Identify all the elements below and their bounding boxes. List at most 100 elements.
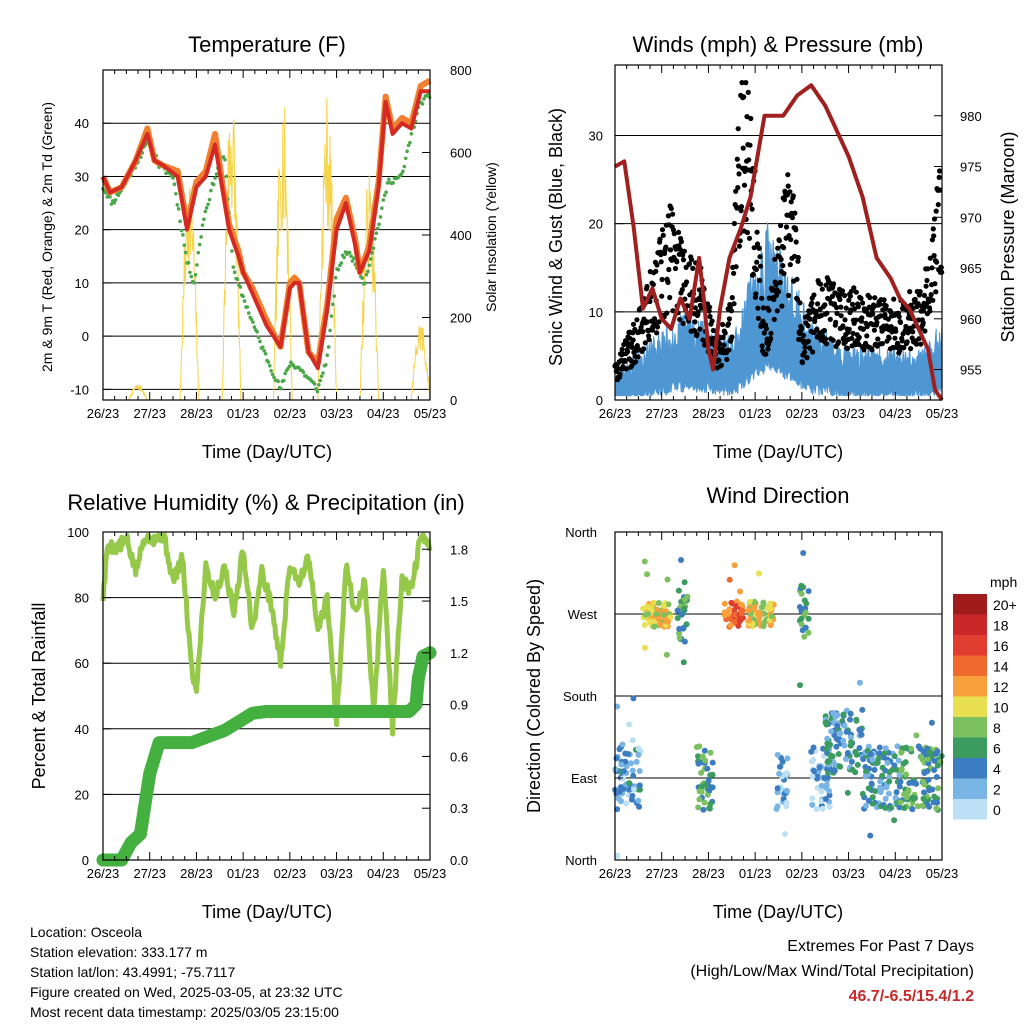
gust-point [766, 307, 772, 313]
gust-point [933, 208, 939, 214]
direction-point [879, 772, 886, 779]
direction-point [805, 615, 812, 622]
x-tick-label: 03/23 [832, 866, 865, 881]
gust-point [881, 297, 887, 303]
gust-point [931, 253, 937, 259]
direction-point [650, 599, 657, 606]
dewpoint-point [318, 378, 323, 383]
dewpoint-point [235, 277, 240, 282]
direction-point [893, 766, 900, 773]
direction-point [798, 615, 805, 622]
gust-point [869, 347, 875, 353]
direction-point [784, 755, 791, 762]
gust-point [741, 94, 747, 100]
y-tick-label: 0 [596, 393, 603, 408]
gust-point [748, 115, 754, 122]
direction-point [614, 703, 621, 710]
gust-point [908, 346, 914, 352]
dewpoint-point [263, 351, 268, 356]
gust-point [772, 256, 778, 262]
dewpoint-point [241, 294, 245, 299]
dewpoint-point [281, 378, 286, 383]
x-tick-label: 26/23 [87, 866, 120, 881]
dewpoint-point [207, 197, 212, 202]
direction-cluster [822, 679, 866, 796]
colorbar-label: 4 [993, 761, 1001, 777]
y2-tick-label: 0.6 [450, 749, 468, 764]
gust-point [874, 319, 880, 325]
direction-point [798, 590, 805, 597]
direction-point [914, 803, 921, 810]
gust-point [729, 334, 735, 340]
gust-point [659, 227, 666, 233]
gust-point [851, 285, 857, 291]
direction-point [869, 756, 876, 763]
direction-point [808, 758, 815, 765]
direction-point [636, 786, 643, 793]
direction-cluster [721, 562, 746, 630]
colorbar-swatch [953, 696, 987, 717]
direction-point [651, 623, 658, 630]
dewpoint-point [272, 375, 276, 380]
x-tick-label: 01/23 [227, 406, 260, 421]
direction-point [828, 728, 835, 735]
gust-point [646, 333, 652, 339]
temperature-2m-line [101, 89, 430, 371]
direction-point [868, 780, 875, 787]
gust-point [875, 336, 881, 342]
gust-point [777, 279, 783, 286]
direction-point [924, 755, 931, 762]
gust-point [675, 229, 682, 235]
direction-point [906, 780, 913, 787]
gust-point [674, 259, 680, 265]
direction-point [863, 768, 869, 775]
gust-point [773, 292, 780, 299]
direction-point [774, 785, 781, 792]
x-tick-label: 26/23 [87, 406, 120, 421]
gust-point [659, 276, 665, 283]
gust-point [785, 172, 791, 178]
direction-point [615, 795, 622, 802]
x-tick-label: 03/23 [832, 406, 865, 421]
y2-tick-label: 955 [960, 363, 982, 378]
gust-point [839, 288, 846, 294]
direction-point [885, 790, 892, 797]
gust-point [768, 335, 774, 341]
gust-point [720, 321, 726, 328]
dewpoint-point [377, 222, 381, 227]
y2-tick-label: 1.5 [450, 594, 468, 609]
direction-point [847, 716, 853, 723]
gust-point [734, 205, 740, 211]
dewpoint-point [378, 215, 383, 219]
x-tick-label: 28/23 [180, 406, 213, 421]
y2-tick-label: 960 [960, 312, 982, 327]
gust-point [852, 306, 858, 312]
direction-point [676, 634, 683, 641]
gust-point [688, 257, 695, 263]
gust-point [785, 183, 791, 189]
dewpoint-point [231, 265, 236, 269]
y2-tick-label: 400 [450, 228, 472, 243]
gust-point [864, 323, 870, 330]
direction-point [858, 731, 865, 738]
direction-point [701, 747, 708, 754]
direction-point [847, 710, 854, 717]
direction-point [925, 760, 932, 767]
direction-point [869, 794, 876, 801]
direction-point [636, 768, 643, 774]
gust-point [760, 318, 766, 324]
direction-point [777, 763, 784, 770]
dewpoint-point [380, 206, 384, 211]
winds-title: Winds (mph) & Pressure (mb) [633, 32, 924, 57]
dewpoint-point [188, 270, 192, 275]
dewpoint-point [116, 193, 121, 198]
dewpoint-point [238, 285, 243, 289]
gust-point [792, 210, 798, 216]
gust-point [709, 318, 715, 324]
gust-point [815, 301, 821, 307]
dewpoint-point [108, 195, 112, 199]
gust-point [656, 319, 662, 325]
dewpoint-point [387, 177, 391, 182]
direction-point [834, 722, 841, 729]
gust-point [824, 310, 830, 316]
